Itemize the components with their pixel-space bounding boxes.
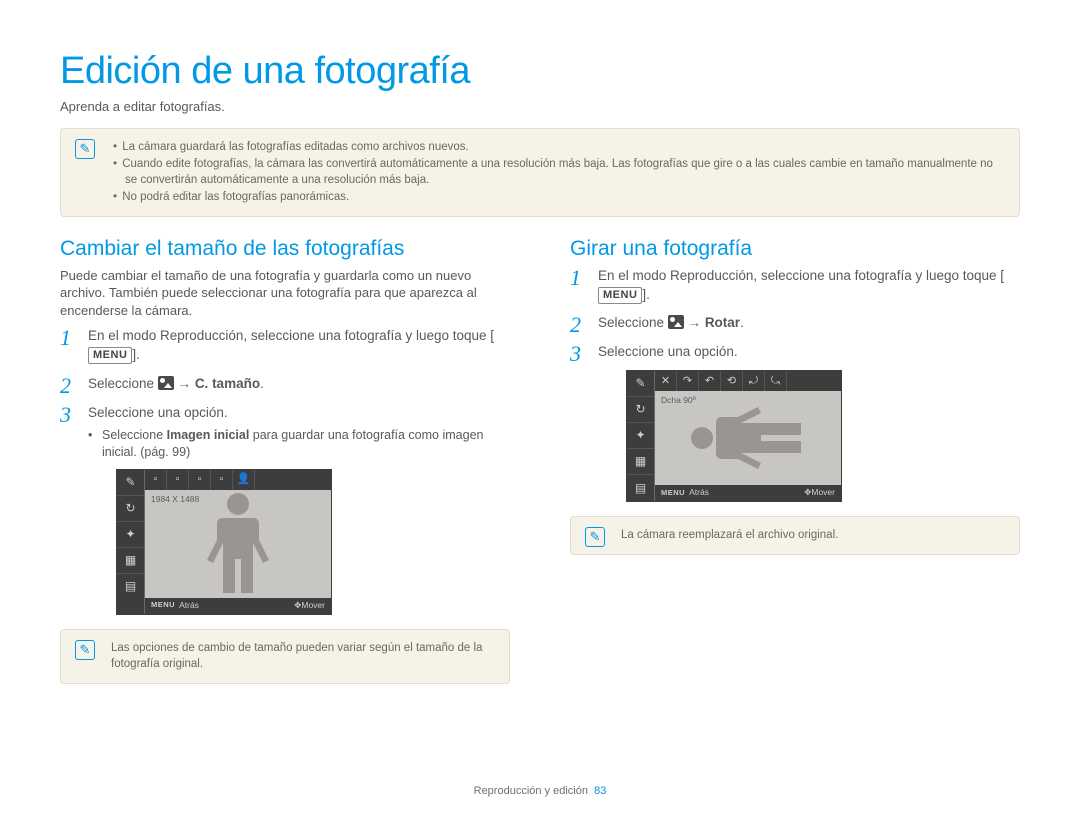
menu-label: MENU	[655, 488, 689, 499]
step-text: →	[174, 376, 195, 391]
resize-heading: Cambiar el tamaño de las fotografías	[60, 237, 510, 261]
topbar-icon: ▫	[145, 470, 167, 490]
topbar-icon: ▫	[211, 470, 233, 490]
step-text: En el modo Reproducción, seleccione una …	[598, 268, 1004, 283]
step-text: →	[684, 315, 705, 330]
note-item: Cuando edite fotografías, la cámara las …	[115, 156, 1005, 189]
sidebar-icon: ✦	[627, 423, 654, 449]
page-title: Edición de una fotografía	[60, 50, 1020, 93]
screen-toolbar: ✕ ↷ ↶ ⟲ ⤾ ⤿	[655, 371, 841, 391]
sidebar-icon: ↻	[627, 397, 654, 423]
note-text: La cámara reemplazará el archivo origina…	[621, 529, 838, 541]
move-label: Mover	[811, 487, 841, 499]
nav-icon: ✥	[804, 487, 811, 499]
step-2: Seleccione → Rotar.	[570, 314, 1020, 333]
resolution-label: 1984 X 1488	[151, 494, 199, 506]
right-column: Girar una fotografía En el modo Reproduc…	[570, 237, 1020, 704]
screen-bottombar: MENU Atrás ✥ Mover	[655, 485, 841, 501]
step-text: .	[260, 376, 264, 391]
sidebar-icon: ▤	[627, 475, 654, 501]
rotate-camera-screen: ✎ ↻ ✦ ▦ ▤ ✕ ↷ ↶ ⟲ ⤾	[626, 370, 842, 502]
note-item: La cámara guardará las fotografías edita…	[115, 139, 1005, 156]
step-text: Seleccione una opción.	[598, 344, 738, 359]
move-label: Mover	[301, 600, 331, 612]
sub-bullet: Seleccione Imagen inicial para guardar u…	[88, 427, 510, 461]
step-1: En el modo Reproducción, seleccione una …	[60, 327, 510, 365]
sidebar-icon: ▤	[117, 574, 144, 600]
sidebar-icon: ✦	[117, 522, 144, 548]
topbar-icon: ⤾	[743, 371, 765, 391]
step-text: Seleccione	[598, 315, 668, 330]
resize-body: Puede cambiar el tamaño de una fotografí…	[60, 267, 510, 320]
resize-note-box: ✎ Las opciones de cambio de tamaño puede…	[60, 629, 510, 684]
topbar-icon: ✕	[655, 371, 677, 391]
screen-toolbar: ▫ ▫ ▫ ▫ 👤	[145, 470, 331, 490]
menu-label: MENU	[145, 600, 179, 611]
page-footer: Reproducción y edición 83	[0, 785, 1080, 797]
screen-canvas: Dcha 90º	[655, 391, 841, 485]
rotate-note-box: ✎ La cámara reemplazará el archivo origi…	[570, 516, 1020, 555]
screen-sidebar: ✎ ↻ ✦ ▦ ▤	[117, 470, 145, 614]
resize-steps: En el modo Reproducción, seleccione una …	[60, 327, 510, 614]
screen-sidebar: ✎ ↻ ✦ ▦ ▤	[627, 371, 655, 501]
step-text: En el modo Reproducción, seleccione una …	[88, 328, 494, 343]
screen-bottombar: MENU Atrás ✥ Mover	[145, 598, 331, 614]
note-text: Las opciones de cambio de tamaño pueden …	[111, 642, 482, 671]
nav-icon: ✥	[294, 600, 301, 612]
topbar-icon: ↶	[699, 371, 721, 391]
topbar-icon: 👤	[233, 470, 255, 490]
back-label: Atrás	[689, 487, 709, 499]
note-icon: ✎	[585, 527, 605, 547]
edit-tool-icon	[668, 315, 684, 329]
top-note-list: La cámara guardará las fotografías edita…	[115, 139, 1005, 206]
step-3: Seleccione una opción. ✎ ↻ ✦ ▦ ▤	[570, 343, 1020, 502]
step-text: ].	[132, 347, 140, 362]
menu-button-icon: MENU	[88, 347, 132, 364]
menu-button-icon: MENU	[598, 287, 642, 304]
intro-text: Aprenda a editar fotografías.	[60, 99, 1020, 114]
step-text: Seleccione	[88, 376, 158, 391]
step-text: Seleccione una opción.	[88, 405, 228, 420]
topbar-icon: ▫	[167, 470, 189, 490]
topbar-icon: ↷	[677, 371, 699, 391]
note-icon: ✎	[75, 139, 95, 159]
footer-section: Reproducción y edición	[474, 785, 588, 797]
note-item: No podrá editar las fotografías panorámi…	[115, 189, 1005, 206]
step-3: Seleccione una opción. Seleccione Imagen…	[60, 404, 510, 615]
sidebar-icon: ✎	[117, 470, 144, 496]
back-label: Atrás	[179, 600, 199, 612]
step-bold: Rotar	[705, 315, 740, 330]
rotate-heading: Girar una fotografía	[570, 237, 1020, 261]
step-text: .	[740, 315, 744, 330]
rotation-label: Dcha 90º	[661, 395, 696, 407]
edit-tool-icon	[158, 376, 174, 390]
resize-camera-screen: ✎ ↻ ✦ ▦ ▤ ▫ ▫ ▫ ▫ 👤	[116, 469, 332, 615]
step-2: Seleccione → C. tamaño.	[60, 375, 510, 394]
sidebar-icon: ✎	[627, 371, 654, 397]
step-text: ].	[642, 287, 650, 302]
person-figure-rotated	[683, 403, 813, 473]
screen-canvas: 1984 X 1488	[145, 490, 331, 598]
page-number: 83	[594, 785, 606, 797]
sidebar-icon: ▦	[627, 449, 654, 475]
sidebar-icon: ▦	[117, 548, 144, 574]
step-bold: C. tamaño	[195, 376, 260, 391]
topbar-icon: ▫	[189, 470, 211, 490]
left-column: Cambiar el tamaño de las fotografías Pue…	[60, 237, 510, 704]
topbar-icon: ⟲	[721, 371, 743, 391]
note-icon: ✎	[75, 640, 95, 660]
person-figure	[203, 490, 273, 598]
topbar-icon: ⤿	[765, 371, 787, 391]
sidebar-icon: ↻	[117, 496, 144, 522]
step-1: En el modo Reproducción, seleccione una …	[570, 267, 1020, 305]
rotate-steps: En el modo Reproducción, seleccione una …	[570, 267, 1020, 503]
top-note-box: ✎ La cámara guardará las fotografías edi…	[60, 128, 1020, 217]
